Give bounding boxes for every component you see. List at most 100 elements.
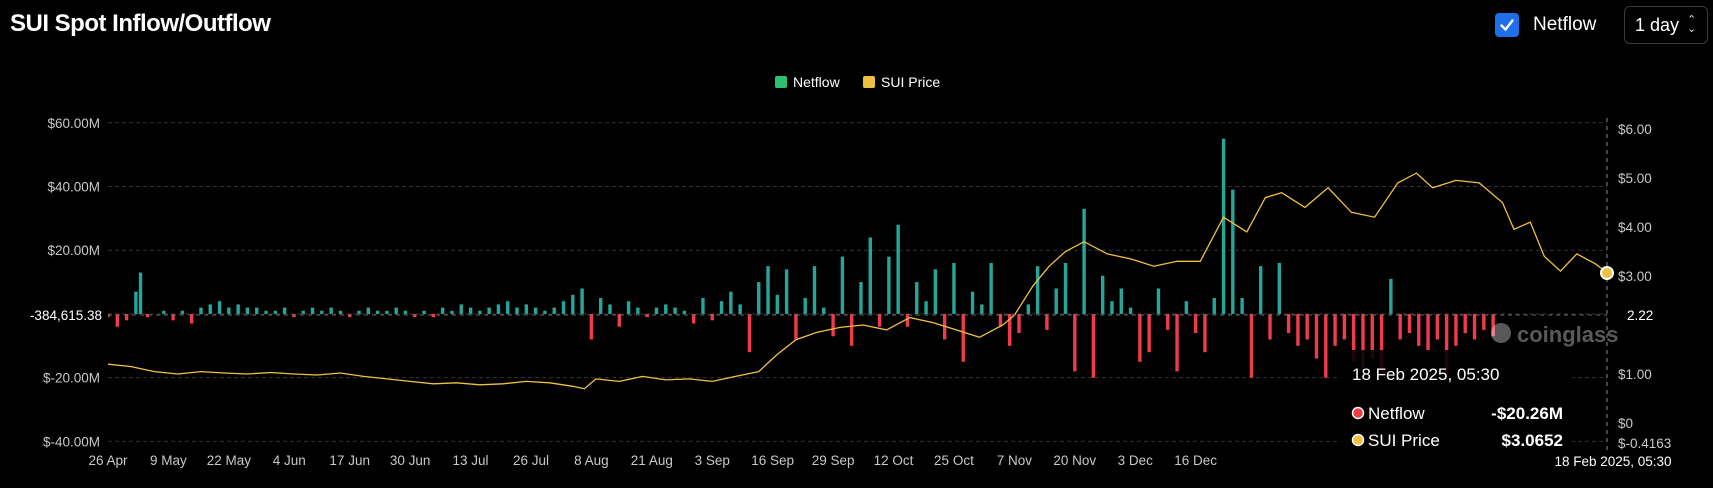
netflow-bar (989, 262, 993, 314)
legend-item-netflow[interactable]: Netflow (775, 74, 841, 90)
netflow-bar (701, 298, 705, 314)
netflow-bar (1342, 313, 1347, 340)
netflow-bar (738, 304, 742, 314)
legend-item-sui-price[interactable]: SUI Price (863, 74, 940, 90)
netflow-bar (1277, 262, 1282, 314)
netflow-bar (329, 307, 333, 314)
netflow-bar (775, 294, 780, 314)
legend-label-netflow: Netflow (793, 74, 841, 90)
netflow-bar (301, 310, 305, 314)
netflow-bar (524, 304, 529, 314)
netflow-bar (831, 313, 835, 337)
netflow-bar (375, 310, 380, 314)
netflow-bar (366, 307, 370, 314)
right-tick-label: $-0.4163 (1618, 436, 1671, 451)
netflow-bar (1100, 275, 1105, 314)
netflow-bar (1175, 313, 1179, 372)
netflow-bar (1249, 313, 1254, 378)
netflow-bar (1417, 313, 1421, 346)
netflow-bar (357, 310, 361, 314)
x-tick-label: 29 Sep (812, 453, 855, 468)
tooltip-value-netflow: -$20.26M (1491, 404, 1563, 423)
netflow-bar (1193, 313, 1198, 334)
crosshair-right-label: 2.22 (1608, 303, 1672, 327)
netflow-bar (980, 304, 984, 314)
x-tick-label: 30 Jun (390, 453, 431, 468)
netflow-bar (245, 307, 250, 314)
netflow-bar (1063, 262, 1068, 314)
x-tick-label: 17 Jun (329, 453, 370, 468)
netflow-bar (1073, 313, 1077, 372)
x-tick-label: 22 May (207, 453, 252, 468)
netflow-bar (320, 310, 324, 314)
netflow-bar (1054, 288, 1058, 314)
interval-select[interactable]: 1 day ⌃ ⌄ (1624, 6, 1708, 44)
x-tick-label: 13 Jul (453, 453, 489, 468)
x-tick-label: 16 Dec (1174, 453, 1217, 468)
left-tick-label: $60.00M (47, 116, 100, 131)
right-tick-label: $5.00 (1618, 171, 1652, 186)
netflow-bar (803, 298, 807, 314)
netflow-bar (134, 291, 138, 314)
netflow-bar (1268, 313, 1272, 340)
netflow-bar (729, 291, 733, 314)
netflow-checkbox[interactable] (1495, 13, 1519, 37)
netflow-bar (1110, 301, 1114, 314)
netflow-bar (766, 266, 770, 314)
netflow-bar (1156, 288, 1161, 314)
netflow-bars (106, 138, 1495, 378)
netflow-bar (506, 301, 510, 314)
netflow-bar (282, 307, 287, 314)
netflow-bar (859, 282, 863, 314)
netflow-bar (1296, 313, 1300, 346)
netflow-bar (162, 310, 166, 314)
netflow-bar (487, 307, 491, 314)
netflow-bar (236, 304, 240, 314)
netflow-bar (849, 313, 854, 346)
netflow-bar (1454, 313, 1458, 346)
netflow-bar (1351, 313, 1356, 362)
netflow-bar (310, 307, 315, 314)
netflow-bar (608, 304, 612, 314)
netflow-bar (1259, 266, 1263, 314)
netflow-bar (189, 313, 194, 324)
tooltip: 18 Feb 2025, 05:30 Netflow -$20.26M SUI … (1340, 350, 1572, 463)
netflow-bar (440, 307, 445, 314)
netflow-toggle[interactable]: Netflow (1495, 13, 1596, 37)
crosshair-date-label: 18 Feb 2025, 05:30 (1551, 450, 1677, 472)
interval-select-value: 1 day (1635, 14, 1680, 35)
netflow-bar (1166, 313, 1170, 330)
netflow-bar (970, 291, 975, 314)
netflow-bar (673, 307, 677, 314)
netflow-bar (1444, 313, 1449, 378)
netflow-bar (138, 272, 143, 314)
netflow-bar (1472, 313, 1477, 340)
netflow-bar (682, 310, 687, 314)
netflow-bar (1231, 189, 1235, 314)
netflow-bar (1026, 304, 1031, 314)
netflow-bar (543, 310, 547, 314)
netflow-bar (1361, 313, 1365, 369)
netflow-bar (626, 301, 631, 314)
legend-label-sui-price: SUI Price (881, 74, 940, 90)
right-tick-label: $4.00 (1618, 220, 1652, 235)
tooltip-label-sui-price: SUI Price (1368, 431, 1440, 450)
netflow-bar (1333, 313, 1337, 346)
crosshair-date-value: 18 Feb 2025, 05:30 (1554, 454, 1671, 469)
left-axis: $60.00M $40.00M $20.00M $-20.00M $-40.00M (43, 116, 100, 450)
netflow-bar (840, 256, 845, 314)
netflow-bar (719, 301, 724, 314)
netflow-bar (784, 269, 789, 314)
netflow-bar (199, 307, 203, 314)
netflow-bar (822, 307, 826, 314)
netflow-bar (877, 313, 882, 327)
netflow-bar (1240, 298, 1244, 314)
netflow-bar (1221, 138, 1226, 314)
netflow-bar (952, 262, 956, 314)
x-tick-label: 9 May (150, 453, 187, 468)
netflow-bar (1435, 313, 1440, 340)
price-marker-dot (1600, 266, 1614, 280)
chart-legend[interactable]: Netflow SUI Price (775, 74, 940, 90)
netflow-bar (654, 307, 659, 314)
netflow-bar (292, 313, 296, 318)
